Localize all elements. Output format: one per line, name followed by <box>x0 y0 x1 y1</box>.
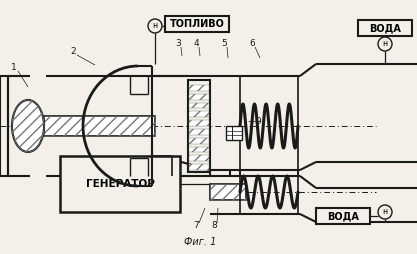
Text: н: н <box>382 40 387 49</box>
Bar <box>44 116 155 136</box>
Bar <box>210 184 246 200</box>
Text: ВОДА: ВОДА <box>369 23 401 33</box>
Bar <box>316 208 370 224</box>
Text: 2: 2 <box>70 47 76 56</box>
Text: 1: 1 <box>11 64 17 72</box>
Circle shape <box>378 37 392 51</box>
Text: 9: 9 <box>255 118 261 126</box>
Bar <box>189 94 209 100</box>
Bar <box>189 147 209 152</box>
Bar <box>189 85 209 91</box>
Bar <box>188 80 210 172</box>
Bar <box>152 172 172 212</box>
Bar <box>165 16 229 32</box>
Bar <box>189 103 209 108</box>
Circle shape <box>148 19 162 33</box>
Text: 7: 7 <box>193 221 199 230</box>
Text: ГЕНЕРАТОР: ГЕНЕРАТОР <box>85 179 154 189</box>
Ellipse shape <box>12 100 44 152</box>
Bar <box>189 138 209 144</box>
Bar <box>0 76 8 176</box>
Text: н: н <box>153 22 158 30</box>
Bar <box>226 126 242 140</box>
Bar <box>189 129 209 135</box>
Bar <box>189 155 209 161</box>
Text: ТОПЛИВО: ТОПЛИВО <box>170 19 224 29</box>
Bar <box>44 116 155 136</box>
Bar <box>189 112 209 117</box>
Text: 8: 8 <box>211 221 217 230</box>
Text: 4: 4 <box>193 40 199 49</box>
Bar <box>189 120 209 126</box>
Bar <box>358 20 412 36</box>
Bar <box>60 156 180 212</box>
Text: н: н <box>382 208 387 216</box>
Text: 3: 3 <box>175 40 181 49</box>
Text: 5: 5 <box>221 40 227 49</box>
Circle shape <box>378 205 392 219</box>
Bar <box>189 164 209 170</box>
Bar <box>210 184 246 200</box>
Text: Фиг. 1: Фиг. 1 <box>184 237 216 247</box>
Text: 6: 6 <box>249 40 255 49</box>
Text: ВОДА: ВОДА <box>327 211 359 221</box>
